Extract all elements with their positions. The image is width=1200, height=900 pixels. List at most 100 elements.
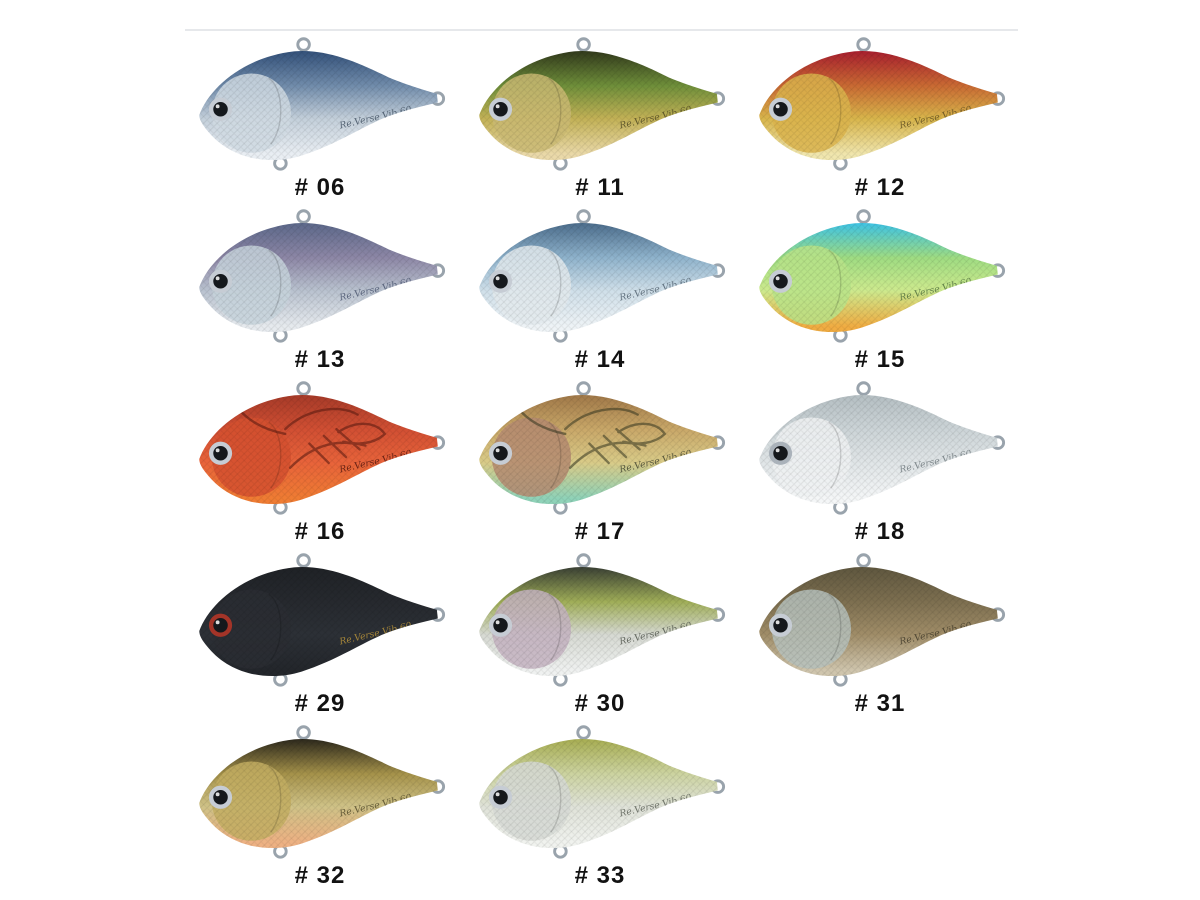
lure-card: Re.Verse Vib 60 # 32	[180, 720, 460, 892]
lure-card: Re.Verse Vib 60 # 13	[180, 204, 460, 376]
scale-texture	[759, 566, 998, 677]
eye-highlight	[215, 448, 220, 453]
lure-image: Re.Verse Vib 60	[479, 725, 726, 859]
eye-pupil	[773, 618, 788, 633]
eye-highlight	[215, 792, 220, 797]
scale-texture	[759, 394, 998, 505]
eye-highlight	[495, 792, 500, 797]
scale-texture	[759, 50, 998, 161]
lure-image: Re.Verse Vib 60	[199, 725, 446, 859]
line-tie-ring-top	[296, 37, 311, 52]
eye-pupil	[493, 274, 508, 289]
scale-texture	[199, 222, 438, 333]
lure-label: # 17	[574, 518, 626, 545]
lure-image: Re.Verse Vib 60	[199, 209, 446, 343]
scale-texture	[479, 566, 718, 677]
eye-pupil	[493, 790, 508, 805]
lure-grid: Re.Verse Vib 60 # 06	[180, 32, 1020, 892]
lure-label: # 12	[854, 174, 906, 201]
eye-highlight	[775, 620, 780, 625]
lure-image: Re.Verse Vib 60	[479, 381, 726, 515]
line-tie-ring-top	[576, 37, 591, 52]
scale-texture	[479, 738, 718, 849]
scale-texture	[199, 738, 438, 849]
lure-label: # 14	[574, 346, 626, 373]
line-tie-ring-top	[296, 553, 311, 568]
lure-card: Re.Verse Vib 60 # 33	[460, 720, 740, 892]
eye-highlight	[495, 448, 500, 453]
line-tie-ring-top	[856, 553, 871, 568]
lure-card: Re.Verse Vib 60 # 06	[180, 32, 460, 204]
lure-label: # 31	[854, 690, 906, 717]
eye-pupil	[773, 446, 788, 461]
lure-card: Re.Verse Vib 60 # 14	[460, 204, 740, 376]
lure-label: # 06	[294, 174, 346, 201]
eye-pupil	[213, 446, 228, 461]
eye-pupil	[493, 446, 508, 461]
lure-image: Re.Verse Vib 60	[199, 381, 446, 515]
line-tie-ring-top	[856, 381, 871, 396]
lure-image: Re.Verse Vib 60	[759, 209, 1006, 343]
lure-label: # 33	[574, 862, 626, 889]
scale-texture	[759, 222, 998, 333]
line-tie-ring-top	[576, 725, 591, 740]
eye-highlight	[495, 104, 500, 109]
lure-image: Re.Verse Vib 60	[479, 209, 726, 343]
eye-pupil	[213, 618, 228, 633]
line-tie-ring-top	[576, 553, 591, 568]
lure-image: Re.Verse Vib 60	[479, 553, 726, 687]
top-divider-line	[185, 29, 1018, 31]
line-tie-ring-top	[576, 381, 591, 396]
lure-label: # 11	[575, 174, 625, 201]
eye-highlight	[775, 104, 780, 109]
eye-pupil	[213, 790, 228, 805]
eye-pupil	[493, 102, 508, 117]
lure-image: Re.Verse Vib 60	[479, 37, 726, 171]
lure-card: Re.Verse Vib 60 # 18	[740, 376, 1020, 548]
line-tie-ring-top	[576, 209, 591, 224]
line-tie-ring-top	[296, 381, 311, 396]
craw-pattern-overlay	[235, 405, 387, 469]
lure-card: Re.Verse Vib 60 # 15	[740, 204, 1020, 376]
lure-card: Re.Verse Vib 60 # 17	[460, 376, 740, 548]
eye-pupil	[493, 618, 508, 633]
lure-label: # 32	[294, 862, 346, 889]
eye-highlight	[495, 620, 500, 625]
lure-image: Re.Verse Vib 60	[759, 381, 1006, 515]
lure-label: # 30	[574, 690, 626, 717]
scale-texture	[479, 222, 718, 333]
eye-pupil	[213, 274, 228, 289]
lure-card: Re.Verse Vib 60 # 31	[740, 548, 1020, 720]
lure-label: # 16	[294, 518, 346, 545]
lure-card: Re.Verse Vib 60 # 16	[180, 376, 460, 548]
scale-texture	[199, 50, 438, 161]
eye-highlight	[215, 620, 220, 625]
eye-highlight	[495, 276, 500, 281]
line-tie-ring-top	[296, 725, 311, 740]
lure-image: Re.Verse Vib 60	[759, 553, 1006, 687]
lure-card: Re.Verse Vib 60 # 30	[460, 548, 740, 720]
eye-pupil	[213, 102, 228, 117]
lure-card: Re.Verse Vib 60 # 29	[180, 548, 460, 720]
lure-label: # 13	[294, 346, 346, 373]
eye-highlight	[215, 276, 220, 281]
lure-card: Re.Verse Vib 60 # 11	[460, 32, 740, 204]
line-tie-ring-top	[856, 209, 871, 224]
line-tie-ring-top	[296, 209, 311, 224]
eye-highlight	[215, 104, 220, 109]
eye-highlight	[775, 276, 780, 281]
eye-highlight	[775, 448, 780, 453]
lure-image: Re.Verse Vib 60	[759, 37, 1006, 171]
line-tie-ring-top	[856, 37, 871, 52]
lure-label: # 29	[294, 690, 346, 717]
lure-card: Re.Verse Vib 60 # 12	[740, 32, 1020, 204]
lure-label: # 15	[854, 346, 906, 373]
lure-image: Re.Verse Vib 60	[199, 37, 446, 171]
eye-pupil	[773, 102, 788, 117]
lure-label: # 18	[854, 518, 906, 545]
eye-pupil	[773, 274, 788, 289]
lure-image: Re.Verse Vib 60	[199, 553, 446, 687]
scale-texture	[199, 566, 438, 677]
scale-texture	[479, 50, 718, 161]
